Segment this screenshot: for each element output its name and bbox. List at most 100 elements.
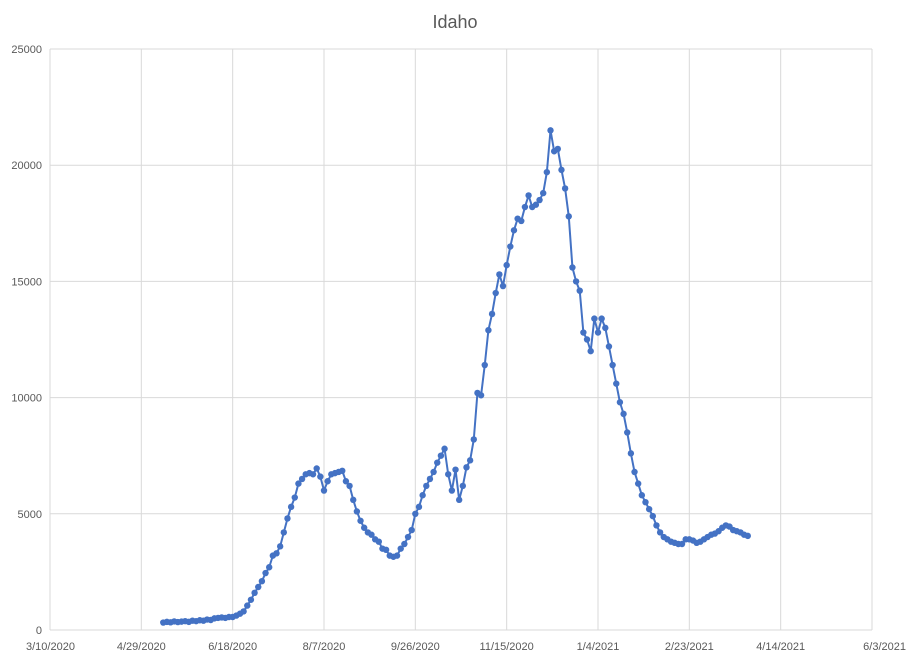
series-line bbox=[163, 129, 749, 624]
data-point bbox=[244, 602, 251, 609]
data-point bbox=[273, 550, 280, 557]
data-point bbox=[466, 457, 474, 464]
data-point bbox=[569, 264, 576, 271]
data-point bbox=[375, 538, 382, 545]
data-point bbox=[401, 540, 408, 548]
data-point bbox=[587, 347, 594, 355]
data-point bbox=[287, 503, 295, 511]
data-point bbox=[353, 508, 361, 515]
data-point bbox=[624, 429, 631, 436]
data-point bbox=[613, 380, 620, 387]
data-point bbox=[448, 487, 456, 494]
data-point bbox=[602, 324, 609, 332]
data-point bbox=[627, 450, 635, 457]
data-point bbox=[258, 578, 266, 585]
data-point bbox=[455, 496, 463, 504]
data-point bbox=[266, 564, 273, 571]
data-point bbox=[470, 436, 477, 443]
data-point bbox=[415, 503, 423, 511]
data-point bbox=[477, 392, 485, 399]
data-point bbox=[649, 512, 656, 520]
data-point bbox=[547, 127, 554, 134]
data-point bbox=[280, 529, 288, 536]
data-point bbox=[320, 487, 328, 494]
x-tick-label: 4/29/2020 bbox=[117, 641, 166, 653]
data-point bbox=[481, 361, 488, 369]
data-point bbox=[240, 608, 247, 615]
x-tick-label: 11/15/2020 bbox=[480, 641, 534, 653]
data-point bbox=[419, 492, 426, 499]
data-point bbox=[631, 468, 638, 476]
data-point bbox=[609, 361, 616, 369]
data-point bbox=[616, 399, 624, 406]
gridlines bbox=[49, 48, 873, 631]
data-point bbox=[393, 552, 401, 559]
data-point bbox=[594, 329, 602, 336]
data-point bbox=[459, 482, 467, 490]
data-point bbox=[276, 543, 284, 550]
data-point bbox=[423, 482, 430, 490]
data-point bbox=[368, 531, 375, 538]
chart-title: Idaho bbox=[432, 12, 477, 32]
data-point bbox=[339, 467, 346, 475]
data-point bbox=[437, 452, 445, 459]
data-point bbox=[638, 492, 646, 499]
data-point bbox=[642, 498, 649, 506]
data-point bbox=[441, 445, 448, 452]
data-point bbox=[503, 261, 510, 269]
data-point bbox=[382, 546, 390, 554]
data-point bbox=[412, 510, 419, 517]
data-point bbox=[324, 478, 331, 485]
data-point bbox=[507, 243, 514, 250]
data-point bbox=[426, 475, 434, 483]
data-point bbox=[408, 526, 415, 534]
data-point bbox=[598, 315, 605, 322]
data-point bbox=[540, 189, 547, 197]
data-point bbox=[298, 475, 306, 483]
data-point bbox=[572, 278, 580, 285]
data-point bbox=[350, 496, 357, 504]
y-tick-label: 0 bbox=[36, 625, 42, 637]
x-tick-label: 4/14/2021 bbox=[756, 641, 805, 653]
data-point bbox=[518, 217, 525, 225]
x-axis-ticks: 3/10/2020 4/29/2020 6/18/2020 8/7/2020 9/26/… bbox=[26, 641, 906, 653]
y-tick-label: 15000 bbox=[11, 276, 42, 288]
data-point bbox=[532, 201, 540, 208]
data-point bbox=[445, 471, 452, 478]
data-point bbox=[357, 517, 364, 524]
data-point bbox=[645, 505, 653, 513]
data-point bbox=[488, 310, 496, 318]
x-tick-label: 1/4/2021 bbox=[577, 641, 620, 653]
data-point bbox=[558, 166, 565, 174]
data-point bbox=[291, 494, 298, 501]
data-point bbox=[492, 289, 499, 297]
data-point bbox=[496, 271, 503, 278]
y-tick-label: 10000 bbox=[11, 393, 42, 405]
data-point bbox=[543, 168, 551, 176]
data-point bbox=[360, 524, 368, 531]
data-point bbox=[634, 480, 642, 487]
data-point bbox=[565, 213, 572, 220]
data-point bbox=[251, 589, 258, 597]
data-point bbox=[342, 478, 350, 485]
y-tick-label: 20000 bbox=[11, 160, 42, 172]
data-point bbox=[463, 464, 470, 471]
data-point bbox=[255, 583, 262, 591]
data-point bbox=[397, 545, 404, 552]
data-point bbox=[554, 145, 562, 153]
data-point bbox=[404, 533, 412, 541]
data-point bbox=[561, 185, 569, 192]
data-point bbox=[499, 282, 507, 290]
data-point bbox=[576, 287, 583, 294]
data-point bbox=[313, 465, 320, 472]
x-tick-label: 6/18/2020 bbox=[208, 641, 257, 653]
data-point bbox=[346, 482, 353, 490]
x-tick-label: 2/23/2021 bbox=[665, 641, 714, 653]
data-point bbox=[284, 515, 291, 522]
data-point bbox=[678, 540, 686, 548]
data-point bbox=[656, 529, 664, 536]
data-point bbox=[653, 522, 660, 529]
data-point bbox=[536, 196, 543, 204]
